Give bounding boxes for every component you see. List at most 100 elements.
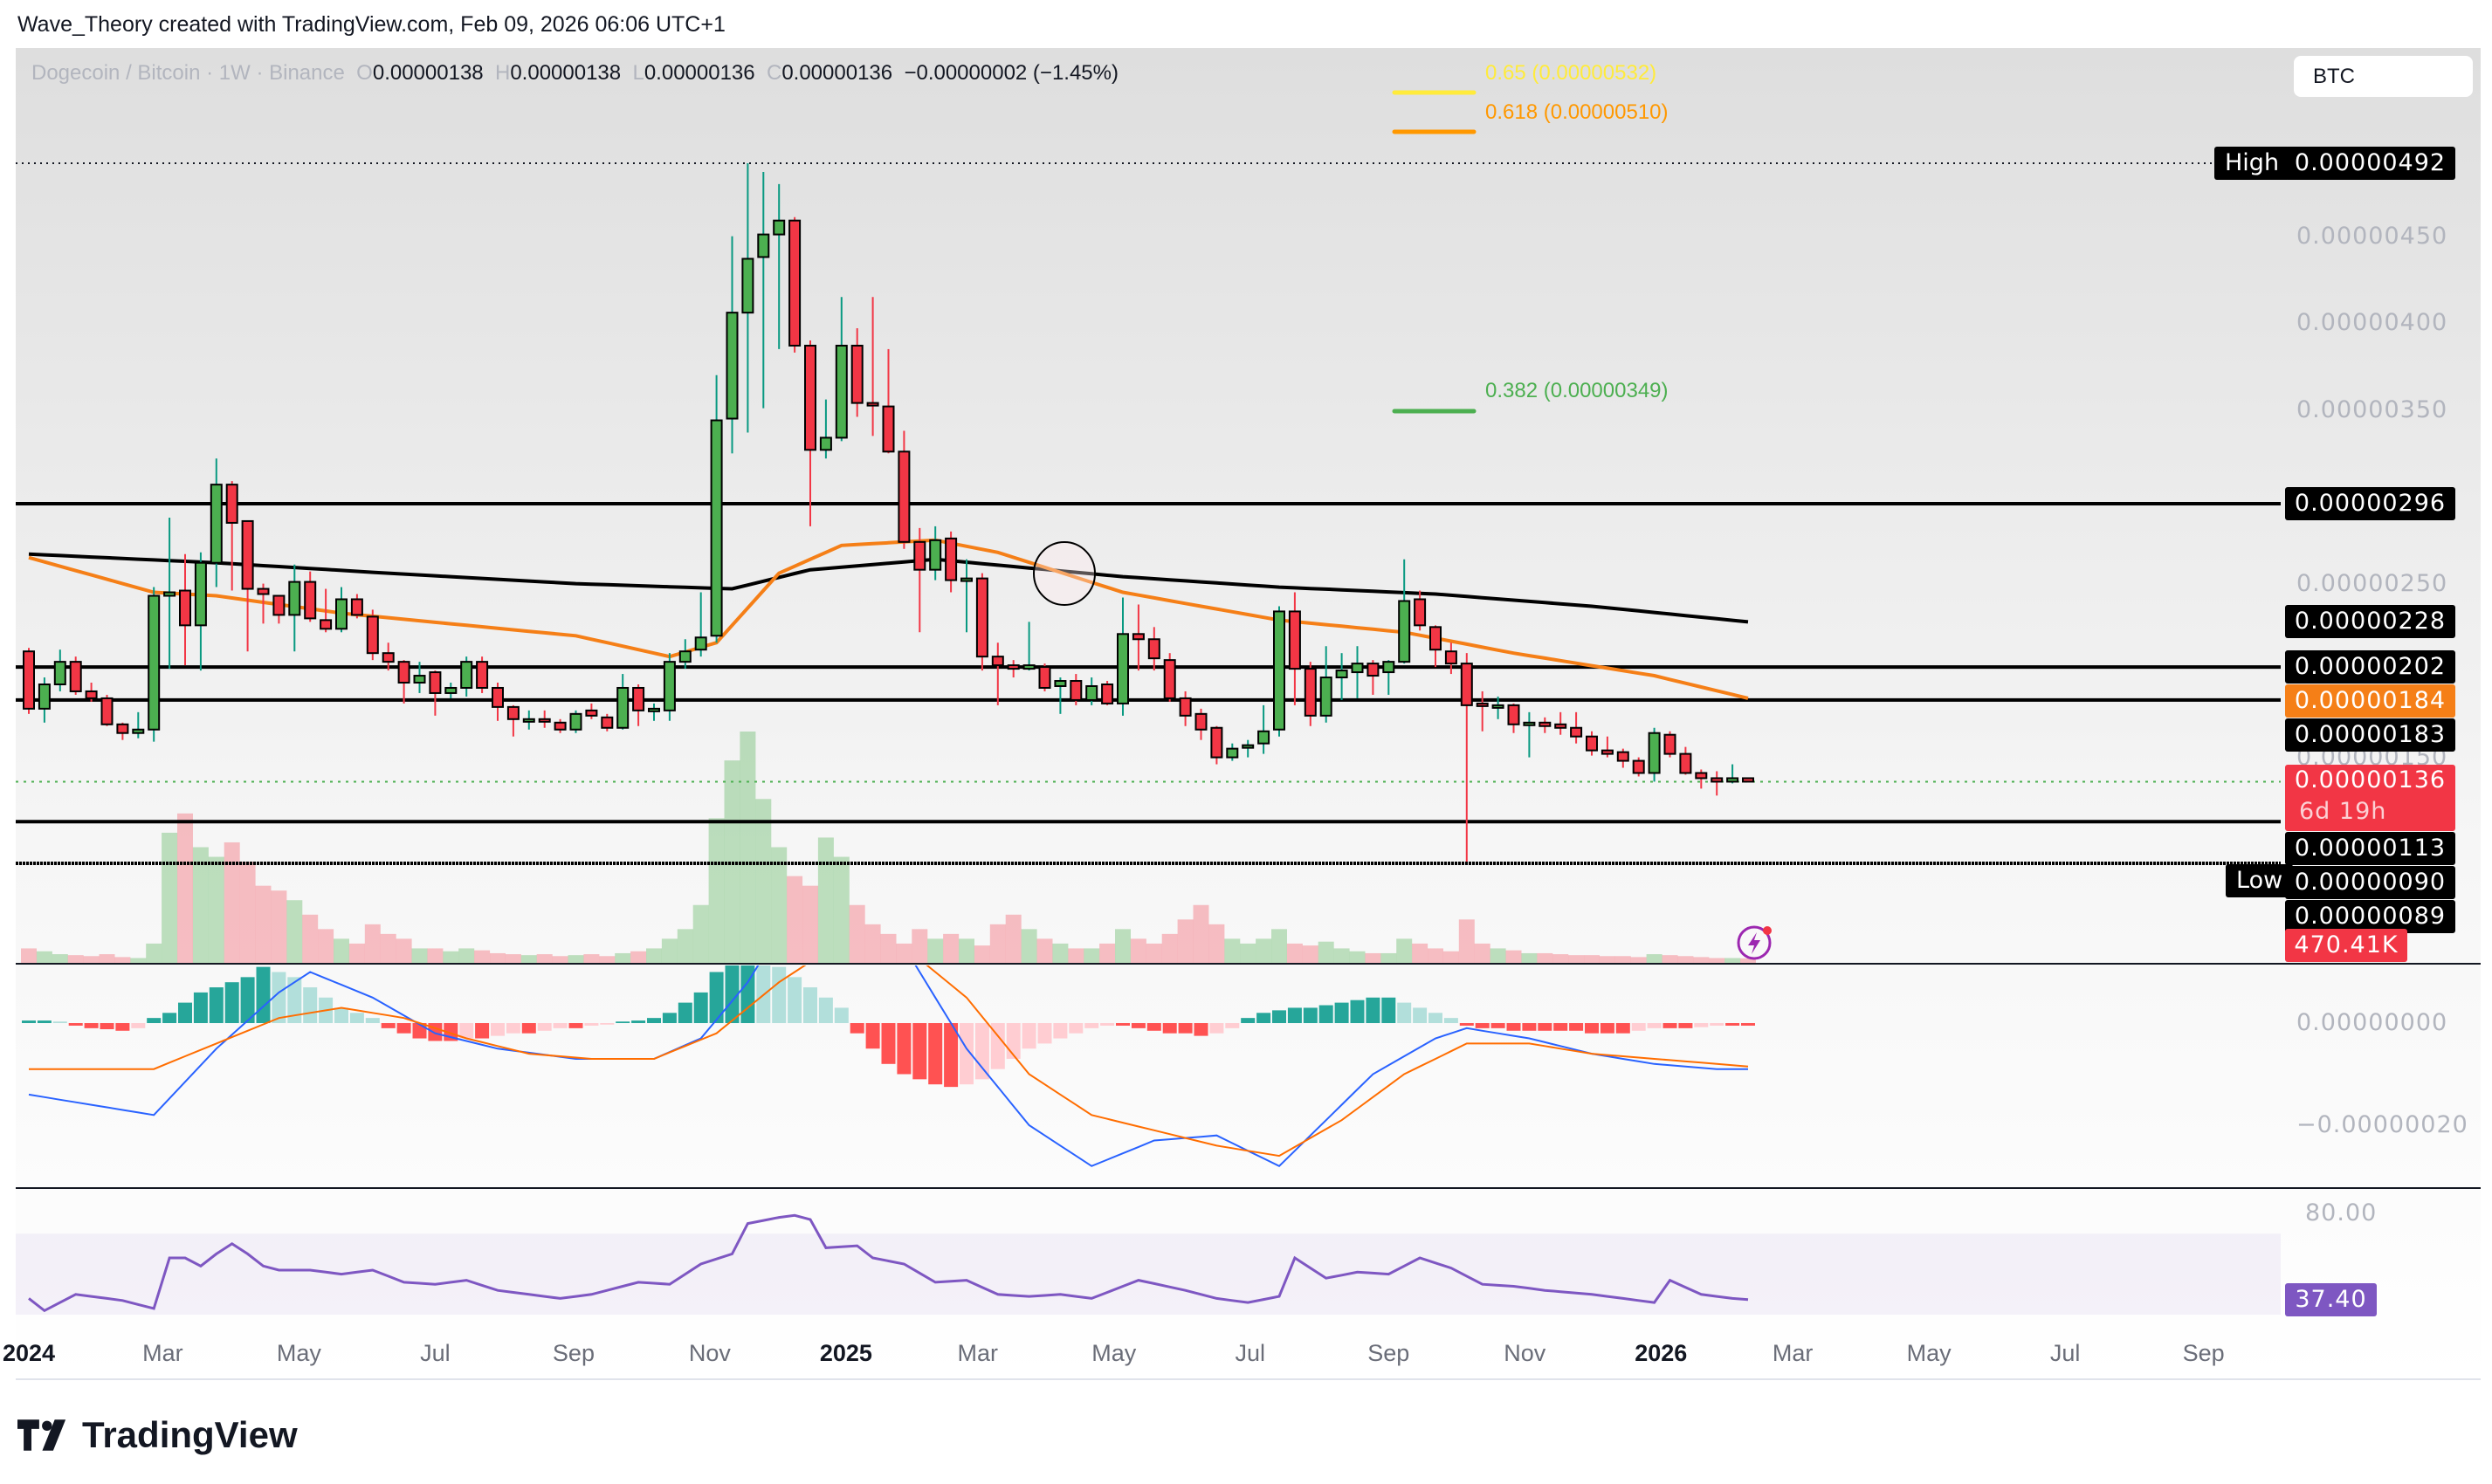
macd-histogram-bar [1585, 1023, 1599, 1034]
volume-bar [755, 799, 772, 963]
volume-bar [520, 955, 537, 963]
volume-bar [130, 958, 147, 963]
candle-body [1257, 730, 1270, 745]
candle-body [210, 484, 223, 564]
volume-bar [817, 837, 834, 963]
macd-histogram-bar [1053, 1023, 1068, 1039]
macd-histogram-bar [1553, 1023, 1568, 1031]
volume-bar [380, 933, 396, 963]
currency-button[interactable]: BTC [2294, 56, 2473, 97]
macd-histogram-bar [1725, 1023, 1740, 1026]
macd-histogram-bar [1413, 1007, 1428, 1023]
macd-histogram-bar [740, 965, 755, 1023]
candle-body [569, 712, 582, 731]
macd-histogram-bar [772, 966, 787, 1023]
candle-body [1117, 633, 1129, 704]
macd-histogram-bar [537, 1023, 552, 1031]
macd-histogram-bar [834, 1007, 849, 1023]
candle-body [1366, 663, 1380, 677]
volume-bar [52, 954, 68, 963]
macd-histogram-bar [850, 1023, 864, 1034]
brand-name: TradingView [82, 1414, 298, 1455]
macd-histogram-bar [662, 1013, 677, 1023]
volume-bar [974, 945, 990, 963]
time-tick: Mar [957, 1340, 999, 1366]
macd-histogram-bar [1569, 1023, 1584, 1031]
macd-histogram-bar [928, 1023, 943, 1085]
change-value: −0.00000002 (−1.45%) [904, 61, 1119, 85]
chart-area[interactable] [16, 48, 2481, 1379]
volume-bar [536, 954, 553, 963]
candle-body [788, 219, 802, 347]
macd-histogram-bar [1647, 1023, 1662, 1028]
volume-bar [787, 876, 803, 963]
time-tick: Sep [2182, 1340, 2225, 1366]
candle-body [1304, 668, 1317, 717]
candle-body [1319, 677, 1332, 717]
volume-bar [896, 943, 912, 963]
macd-histogram-bar [37, 1020, 52, 1023]
open-value: 0.00000138 [372, 61, 484, 85]
volume-bar [1412, 943, 1428, 963]
macd-histogram-bar [1084, 1023, 1099, 1028]
candle-body [1038, 666, 1051, 689]
volume-bar [1084, 948, 1100, 963]
volume-bar [1537, 952, 1553, 963]
macd-histogram-bar [1381, 997, 1396, 1023]
candle-body [898, 450, 911, 543]
price-label-low: 0.00000090 [2285, 866, 2455, 900]
current-price: 0.00000136 [2294, 766, 2447, 794]
volume-bar [1302, 945, 1318, 963]
price-label-level: 0.00000089 [2285, 900, 2455, 934]
macd-histogram-bar [600, 1023, 615, 1025]
volume-bar [1052, 943, 1069, 963]
macd-histogram-bar [224, 982, 239, 1023]
candle-body [648, 707, 660, 712]
candle-body [288, 581, 301, 616]
time-tick: May [276, 1340, 321, 1366]
price-tick: 0.00000350 [2296, 395, 2448, 423]
alert-dot [1763, 926, 1772, 935]
candle-body [1570, 726, 1583, 738]
macd-histogram-bar [584, 1023, 599, 1026]
candle-body [1491, 704, 1504, 709]
candle-body [1742, 777, 1754, 783]
macd-histogram-bar [631, 1020, 646, 1023]
candle-body [632, 686, 645, 711]
macd-histogram-bar [22, 1020, 36, 1023]
candle-body [1586, 735, 1598, 752]
candle-body [773, 219, 786, 236]
candle-body [1695, 772, 1708, 780]
macd-histogram-bar [1116, 1023, 1130, 1026]
macd-histogram-bar [1131, 1023, 1146, 1028]
time-tick: Sep [1367, 1340, 1410, 1366]
volume-bar [1005, 914, 1022, 963]
macd-histogram-bar [52, 1021, 67, 1023]
volume-bar [490, 952, 506, 963]
time-tick: Nov [688, 1340, 731, 1366]
macd-line [28, 965, 1748, 1168]
candle-body [757, 233, 770, 258]
price-label-high: 0.00000492 [2285, 147, 2455, 180]
volume-bar [1505, 950, 1522, 963]
candle-body [1007, 664, 1020, 670]
candle-body [538, 718, 551, 723]
candle-body [413, 675, 426, 684]
candle-body [69, 661, 82, 692]
macd-histogram-bar [459, 1023, 474, 1039]
symbol-title[interactable]: Dogecoin / Bitcoin · 1W · Binance [31, 61, 345, 85]
candle-body [1210, 726, 1223, 759]
candle-body [257, 587, 270, 595]
time-tick: Mar [1772, 1340, 1814, 1366]
macd-histogram-bar [1678, 1023, 1693, 1028]
time-tick: 2024 [2, 1340, 56, 1366]
candle-body [304, 581, 317, 620]
volume-bar [552, 956, 568, 963]
macd-histogram-bar [709, 972, 724, 1023]
volume-bar [83, 956, 100, 963]
tradingview-logo[interactable]: TradingView [17, 1414, 298, 1456]
candle-body [382, 652, 395, 663]
volume-bar [615, 952, 631, 963]
candle-body [163, 591, 176, 597]
